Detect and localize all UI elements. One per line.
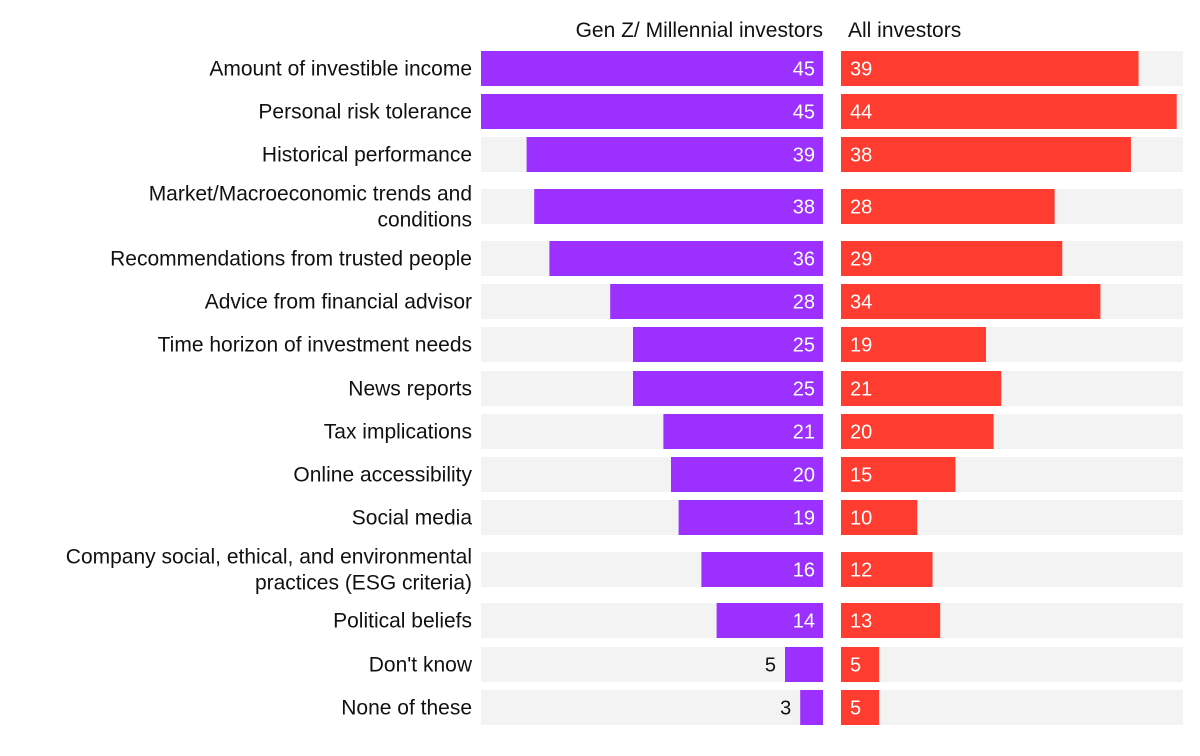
all-investors-bars bbox=[841, 51, 1177, 725]
bar-all-investors bbox=[841, 189, 1055, 224]
value-label-all-investors: 5 bbox=[850, 698, 861, 720]
bar-all-investors bbox=[841, 241, 1063, 276]
value-label-gen-z-millennial: 3 bbox=[780, 698, 791, 720]
category-label: Time horizon of investment needs bbox=[158, 334, 472, 357]
category-label: News reports bbox=[348, 378, 472, 401]
track-right bbox=[841, 690, 1183, 725]
bar-gen-z-millennial bbox=[671, 457, 823, 492]
value-label-all-investors: 13 bbox=[850, 611, 872, 633]
bar-all-investors bbox=[841, 500, 918, 535]
bar-all-investors bbox=[841, 137, 1131, 172]
bar-all-investors bbox=[841, 457, 956, 492]
bar-gen-z-millennial bbox=[481, 94, 823, 129]
bar-gen-z-millennial bbox=[633, 327, 823, 362]
bar-gen-z-millennial bbox=[481, 51, 823, 86]
value-labels: 45 39 45 44 39 38 38 28 36 29 28 34 25 19 25 21 21 20 20 15… bbox=[765, 59, 872, 720]
bar-gen-z-millennial bbox=[800, 690, 823, 725]
bar-gen-z-millennial bbox=[633, 371, 823, 406]
series-title-gen-z-millennial: Gen Z/ Millennial investors bbox=[576, 19, 823, 42]
bar-all-investors bbox=[841, 690, 880, 725]
value-label-gen-z-millennial: 20 bbox=[793, 465, 815, 487]
gen-z-millennial-bars bbox=[481, 51, 823, 725]
value-label-gen-z-millennial: 5 bbox=[765, 655, 776, 677]
value-label-all-investors: 44 bbox=[850, 102, 872, 124]
track-left bbox=[481, 690, 823, 725]
value-label-all-investors: 12 bbox=[850, 560, 872, 582]
bar-all-investors bbox=[841, 552, 933, 587]
value-label-all-investors: 5 bbox=[850, 655, 861, 677]
value-label-all-investors: 19 bbox=[850, 335, 872, 357]
bar-gen-z-millennial bbox=[534, 189, 823, 224]
value-label-all-investors: 28 bbox=[850, 197, 872, 219]
category-label: Social media bbox=[352, 507, 473, 530]
category-label: Historical performance bbox=[262, 144, 472, 167]
bar-gen-z-millennial bbox=[716, 603, 823, 638]
value-label-all-investors: 38 bbox=[850, 145, 872, 167]
category-label: None of these bbox=[341, 697, 472, 720]
bar-gen-z-millennial bbox=[701, 552, 823, 587]
value-label-all-investors: 21 bbox=[850, 379, 872, 401]
category-label: Company social, ethical, and environment… bbox=[66, 546, 472, 595]
value-label-gen-z-millennial: 16 bbox=[793, 560, 815, 582]
bar-gen-z-millennial bbox=[678, 500, 823, 535]
bar-all-investors bbox=[841, 603, 941, 638]
category-label: Personal risk tolerance bbox=[258, 101, 472, 124]
category-label: Tax implications bbox=[324, 421, 472, 444]
bar-gen-z-millennial bbox=[663, 414, 823, 449]
value-label-all-investors: 20 bbox=[850, 422, 872, 444]
bar-all-investors bbox=[841, 647, 880, 682]
track-left bbox=[481, 647, 823, 682]
bar-all-investors bbox=[841, 414, 994, 449]
value-label-gen-z-millennial: 45 bbox=[793, 59, 815, 81]
value-label-gen-z-millennial: 28 bbox=[793, 292, 815, 314]
bar-all-investors bbox=[841, 51, 1139, 86]
value-label-all-investors: 10 bbox=[850, 508, 872, 530]
bar-gen-z-millennial bbox=[549, 241, 823, 276]
category-label: Don't know bbox=[369, 654, 473, 677]
bar-gen-z-millennial bbox=[526, 137, 823, 172]
category-labels: Amount of investible income Personal risk… bbox=[66, 58, 473, 720]
series-title-all-investors: All investors bbox=[848, 19, 961, 42]
category-label: Amount of investible income bbox=[209, 58, 472, 81]
category-label: Political beliefs bbox=[333, 610, 472, 633]
bar-all-investors bbox=[841, 94, 1177, 129]
value-label-all-investors: 39 bbox=[850, 59, 872, 81]
bar-gen-z-millennial bbox=[785, 647, 823, 682]
value-label-all-investors: 29 bbox=[850, 249, 872, 271]
value-label-gen-z-millennial: 25 bbox=[793, 379, 815, 401]
category-label: Advice from financial advisor bbox=[205, 291, 472, 314]
category-label: Online accessibility bbox=[293, 464, 472, 487]
bar-all-investors bbox=[841, 371, 1002, 406]
value-label-gen-z-millennial: 19 bbox=[793, 508, 815, 530]
bar-gen-z-millennial bbox=[610, 284, 823, 319]
bar-all-investors bbox=[841, 327, 986, 362]
track-right bbox=[841, 647, 1183, 682]
value-label-gen-z-millennial: 14 bbox=[793, 611, 815, 633]
category-label: Market/Macroeconomic trends and condition… bbox=[149, 183, 472, 232]
value-label-all-investors: 34 bbox=[850, 292, 872, 314]
value-label-all-investors: 15 bbox=[850, 465, 872, 487]
category-label: Recommendations from trusted people bbox=[110, 248, 472, 271]
value-label-gen-z-millennial: 45 bbox=[793, 102, 815, 124]
value-label-gen-z-millennial: 36 bbox=[793, 249, 815, 271]
bar-all-investors bbox=[841, 284, 1101, 319]
value-label-gen-z-millennial: 38 bbox=[793, 197, 815, 219]
value-label-gen-z-millennial: 25 bbox=[793, 335, 815, 357]
value-label-gen-z-millennial: 21 bbox=[793, 422, 815, 444]
value-label-gen-z-millennial: 39 bbox=[793, 145, 815, 167]
